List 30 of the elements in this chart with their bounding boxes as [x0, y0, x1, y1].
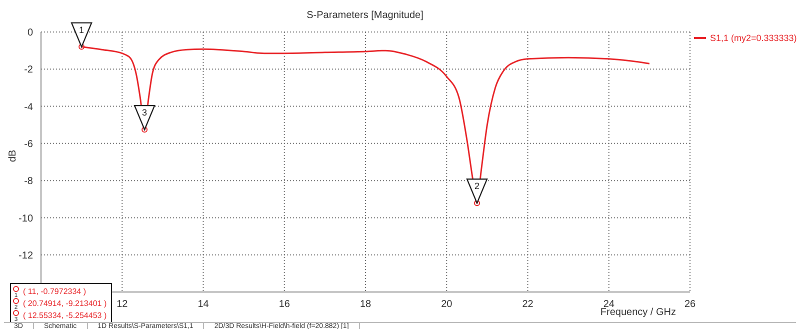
- legend-label: S1,1 (my2=0.333333): [709, 33, 797, 43]
- y-tick-label: -12: [18, 250, 34, 262]
- x-tick-label: 14: [198, 299, 210, 310]
- annotation: 1: [79, 24, 84, 35]
- flag-marker-icon: 3: [134, 104, 156, 133]
- x-axis-title: Frequency / GHz: [600, 307, 676, 318]
- x-tick-label: 26: [684, 299, 696, 310]
- y-tick-label: -2: [24, 64, 34, 76]
- y-tick-label: -8: [24, 176, 34, 188]
- y-tick-label: -4: [24, 102, 34, 113]
- annotation: ( 11, -0.7972334 ): [23, 286, 86, 296]
- x-tick-label: 20: [441, 299, 453, 310]
- x-tick-label: 18: [360, 299, 372, 310]
- text: ( 20.74914, -9.213401 ): [23, 298, 107, 308]
- flag-marker-icon: 2: [466, 178, 488, 206]
- y-axis-title: dB: [8, 149, 19, 162]
- text: ( 12.55334, -5.254453 ): [23, 310, 107, 320]
- x-tick-label: 16: [278, 299, 290, 310]
- annotation: 2: [474, 181, 480, 192]
- flag-marker-icon: 1: [70, 22, 92, 50]
- x-tick-label: 22: [522, 299, 534, 310]
- point: [78, 44, 85, 50]
- y-tick-label: -6: [24, 138, 34, 150]
- chart-title: S-Parameters [Magnitude]: [306, 10, 424, 21]
- y-tick-label: 0: [27, 28, 34, 39]
- annotation: 3: [142, 108, 148, 118]
- point: [474, 200, 480, 206]
- x-tick-label: 12: [116, 299, 128, 310]
- y-tick-label: -10: [18, 213, 34, 224]
- point: [142, 126, 148, 133]
